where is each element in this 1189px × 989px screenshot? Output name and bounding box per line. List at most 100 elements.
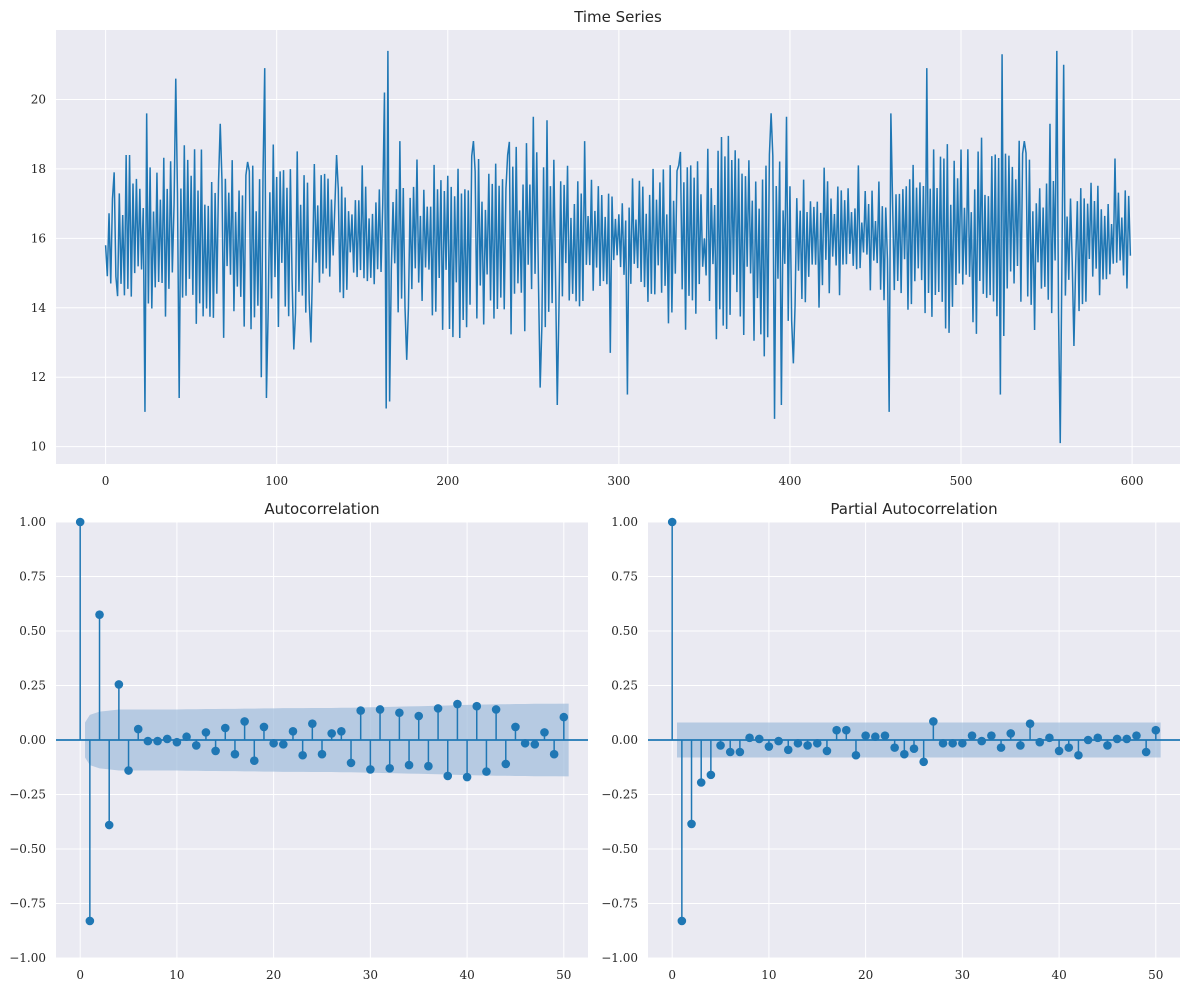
- time-series-xtick-label: 200: [436, 474, 459, 488]
- acf-marker: [182, 732, 191, 742]
- pacf-marker: [967, 731, 977, 740]
- pacf-marker: [1122, 734, 1132, 744]
- acf-xtick-label: 20: [266, 968, 281, 982]
- pacf-marker: [1064, 743, 1074, 752]
- time-series-ytick-label: 16: [31, 231, 46, 245]
- acf-marker: [240, 717, 249, 726]
- pacf-ytick-label: 0.00: [611, 733, 638, 747]
- time-series-ytick-label: 12: [31, 370, 46, 384]
- pacf-marker: [764, 742, 774, 751]
- acf-ytick-label: −0.50: [9, 842, 46, 856]
- time-series-xtick-label: 100: [265, 474, 288, 488]
- pacf-marker: [938, 738, 948, 748]
- acf-xtick-label: 0: [76, 968, 84, 982]
- acf-marker: [540, 728, 549, 737]
- acf-ytick-label: −0.25: [9, 788, 46, 802]
- acf-ytick-label: −0.75: [9, 897, 46, 911]
- pacf-marker: [1074, 750, 1083, 760]
- acf-marker: [143, 736, 153, 746]
- pacf-marker: [803, 741, 812, 750]
- pacf-marker: [1054, 746, 1064, 756]
- pacf-title: Partial Autocorrelation: [830, 500, 997, 518]
- pacf-marker: [1035, 737, 1045, 747]
- acf-ytick-label: 0.75: [19, 570, 46, 584]
- acf-marker: [530, 740, 540, 749]
- time-series-xtick-label: 400: [778, 474, 801, 488]
- acf-xtick-label: 10: [169, 968, 184, 982]
- pacf-marker: [1045, 733, 1054, 743]
- time-series-xtick-label: 0: [102, 474, 110, 488]
- pacf-marker: [871, 732, 880, 742]
- time-series-ytick-label: 14: [31, 301, 47, 315]
- pacf-marker: [919, 757, 928, 767]
- pacf-marker: [841, 725, 851, 735]
- acf-marker: [433, 704, 443, 713]
- pacf-marker: [1093, 733, 1103, 743]
- pacf-ytick-label: 0.50: [611, 624, 638, 638]
- acf-xtick-label: 50: [556, 968, 571, 982]
- pacf-marker: [1141, 747, 1151, 757]
- pacf-marker: [1006, 729, 1016, 738]
- acf-marker: [472, 701, 482, 711]
- pacf-marker: [987, 731, 996, 740]
- acf-marker: [124, 766, 133, 775]
- pacf-ytick-label: 0.75: [611, 570, 638, 584]
- pacf-marker: [754, 734, 764, 744]
- acf-marker: [346, 758, 356, 768]
- time-series-ytick-label: 20: [31, 92, 46, 106]
- acf-marker: [337, 726, 346, 736]
- pacf-marker: [1016, 741, 1025, 750]
- time-series-line: [104, 50, 1132, 444]
- pacf-marker: [900, 749, 909, 759]
- pacf-marker: [851, 750, 861, 760]
- pacf-marker: [706, 770, 716, 780]
- acf-panel: 0 10 20 30 40 50 −1.00 −0.75 −0.50 −0.25 0.00 0.25 0…: [9, 500, 588, 982]
- time-series-xtick-label: 500: [950, 474, 973, 488]
- acf-marker: [462, 772, 472, 782]
- pacf-marker: [812, 738, 822, 748]
- pacf-marker: [890, 743, 899, 752]
- acf-marker: [104, 820, 114, 830]
- acf-marker: [191, 741, 201, 750]
- pacf-marker: [832, 725, 841, 735]
- pacf-marker: [909, 744, 919, 754]
- acf-marker: [520, 738, 530, 748]
- pacf-marker: [1083, 735, 1093, 745]
- acf-marker: [172, 737, 182, 747]
- acf-marker: [443, 771, 453, 781]
- pacf-marker: [716, 741, 725, 750]
- acf-marker: [133, 724, 143, 734]
- acf-marker: [375, 705, 385, 714]
- acf-marker: [559, 712, 569, 722]
- acf-ytick-label: −1.00: [9, 951, 46, 965]
- acf-marker: [385, 764, 395, 773]
- pacf-marker: [677, 916, 687, 926]
- pacf-marker: [996, 743, 1006, 752]
- acf-marker: [453, 699, 462, 709]
- pacf-marker: [696, 778, 706, 787]
- time-series-ytick-label: 18: [31, 162, 46, 176]
- acf-marker: [327, 729, 336, 738]
- pacf-marker: [880, 731, 890, 740]
- acf-marker: [75, 517, 85, 527]
- pacf-marker: [861, 731, 870, 740]
- acf-marker: [395, 708, 404, 718]
- acf-ytick-label: 0.00: [19, 733, 46, 747]
- pacf-xtick-label: 30: [955, 968, 970, 982]
- acf-marker: [230, 749, 240, 759]
- pacf-marker: [1103, 741, 1112, 750]
- acf-marker: [249, 756, 259, 766]
- pacf-ytick-label: −0.50: [601, 842, 638, 856]
- time-series-xtick-label: 600: [1121, 474, 1144, 488]
- pacf-marker: [735, 747, 745, 757]
- pacf-marker: [822, 746, 832, 756]
- acf-marker: [288, 726, 298, 736]
- pacf-marker: [687, 819, 696, 829]
- acf-marker: [259, 722, 269, 732]
- acf-marker: [404, 760, 414, 770]
- pacf-marker: [1025, 719, 1035, 728]
- pacf-xtick-label: 0: [668, 968, 676, 982]
- time-series-panel: 0 100 200 300 400 500 600 10 12 14 16 18 20 Time Ser…: [31, 8, 1180, 488]
- pacf-ytick-label: −0.75: [601, 897, 638, 911]
